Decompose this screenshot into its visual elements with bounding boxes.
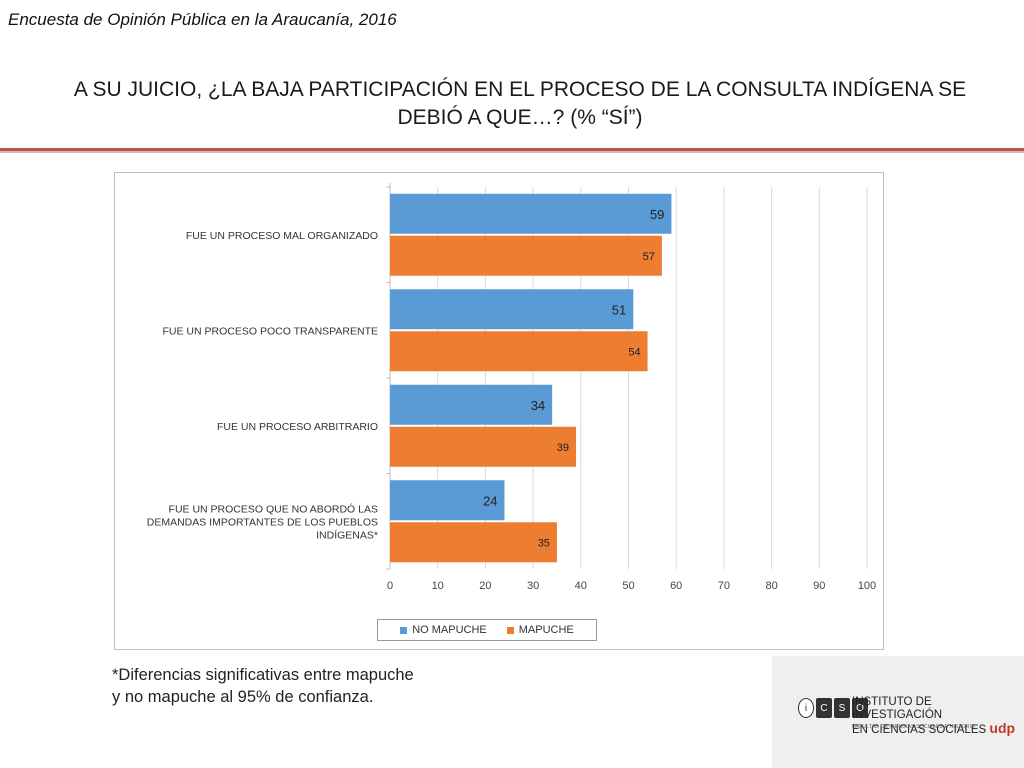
institute-name-line-2: EN CIENCIAS SOCIALES udp bbox=[852, 720, 1024, 737]
x-tick-label: 60 bbox=[670, 580, 682, 592]
bar bbox=[390, 480, 505, 521]
institute-name-line-2-text: EN CIENCIAS SOCIALES bbox=[852, 724, 987, 736]
legend-swatch-mapuche bbox=[506, 626, 514, 634]
page-title: A SU JUICIO, ¿LA BAJA PARTICIPACIÓN EN E… bbox=[60, 76, 980, 132]
footnote-line-1: *Diferencias significativas entre mapuch… bbox=[112, 666, 414, 684]
data-label: 35 bbox=[538, 537, 550, 549]
bar bbox=[390, 289, 634, 330]
category-label: DEMANDAS IMPORTANTES DE LOS PUEBLOS bbox=[147, 516, 378, 528]
legend-item-mapuche: MAPUCHE bbox=[506, 624, 574, 636]
x-tick-label: 50 bbox=[622, 580, 634, 592]
x-tick-label: 70 bbox=[718, 580, 730, 592]
category-label: FUE UN PROCESO QUE NO ABORDÓ LAS bbox=[169, 502, 378, 515]
legend-label-mapuche: MAPUCHE bbox=[518, 624, 574, 636]
x-tick-label: 30 bbox=[527, 580, 539, 592]
udp-brand: udp bbox=[989, 720, 1016, 736]
bar bbox=[390, 384, 553, 425]
footnote-line-2: y no mapuche al 95% de confianza. bbox=[112, 688, 374, 706]
title-divider-shadow bbox=[0, 151, 1024, 153]
data-label: 34 bbox=[531, 398, 545, 413]
x-tick-label: 20 bbox=[479, 580, 491, 592]
survey-title: Encuesta de Opinión Pública en la Arauca… bbox=[8, 10, 397, 29]
institute-logo: i C S O INSTITUTO DE INVESTIGACIÓN EN CI… bbox=[772, 656, 1024, 768]
badge-letter-c: C bbox=[816, 698, 832, 718]
category-label: FUE UN PROCESO ARBITRARIO bbox=[217, 421, 378, 433]
x-tick-label: 10 bbox=[432, 580, 444, 592]
bar bbox=[390, 426, 577, 467]
bar-chart: 0 10 20 30 40 50 60 70 80 90 100 59 57 FUE UN PROCESO… bbox=[114, 172, 884, 650]
data-label: 51 bbox=[612, 302, 626, 317]
bar bbox=[390, 522, 557, 563]
legend-label-no-mapuche: NO MAPUCHE bbox=[412, 624, 487, 636]
data-label: 39 bbox=[557, 442, 569, 454]
chart-canvas: 0 10 20 30 40 50 60 70 80 90 100 59 57 FUE UN PROCESO… bbox=[147, 183, 876, 592]
legend-swatch-no-mapuche bbox=[400, 626, 408, 634]
category-label: FUE UN PROCESO MAL ORGANIZADO bbox=[186, 230, 378, 242]
institute-name: INSTITUTO DE INVESTIGACIÓN EN CIENCIAS S… bbox=[852, 696, 1024, 737]
x-tick-label: 90 bbox=[813, 580, 825, 592]
category-label: FUE UN PROCESO POCO TRANSPARENTE bbox=[163, 325, 378, 337]
data-label: 24 bbox=[483, 493, 497, 508]
icso-badge-icon: i C S O bbox=[798, 698, 868, 718]
category-label: INDÍGENAS* bbox=[316, 528, 378, 541]
legend-item-no-mapuche: NO MAPUCHE bbox=[400, 624, 487, 636]
x-tick-label: 40 bbox=[575, 580, 587, 592]
x-tick-label: 0 bbox=[387, 580, 393, 592]
title-divider bbox=[0, 148, 1024, 151]
x-tick-label: 100 bbox=[858, 580, 876, 592]
bar bbox=[390, 331, 648, 372]
data-label: 59 bbox=[650, 207, 664, 222]
badge-letter-s: S bbox=[834, 698, 850, 718]
institute-faculty: FACULTAD DE CIENCIAS SOCIALES E HISTORIA bbox=[852, 724, 975, 730]
x-tick-label: 80 bbox=[765, 580, 777, 592]
data-label: 57 bbox=[643, 251, 655, 263]
page-title-line-1: A SU JUICIO, ¿LA BAJA PARTICIPACIÓN EN E… bbox=[73, 78, 967, 101]
institute-name-line-1: INSTITUTO DE INVESTIGACIÓN bbox=[852, 696, 943, 721]
footnote: *Diferencias significativas entre mapuch… bbox=[112, 664, 472, 708]
badge-letter-o: O bbox=[852, 698, 868, 718]
page-title-line-2: DEBIÓ A QUE…? (% “SÍ”) bbox=[397, 106, 643, 129]
bar bbox=[390, 193, 672, 234]
badge-letter-i: i bbox=[798, 698, 814, 718]
bar bbox=[390, 235, 662, 276]
data-label: 54 bbox=[628, 346, 640, 358]
chart-legend: NO MAPUCHE MAPUCHE bbox=[377, 619, 597, 641]
